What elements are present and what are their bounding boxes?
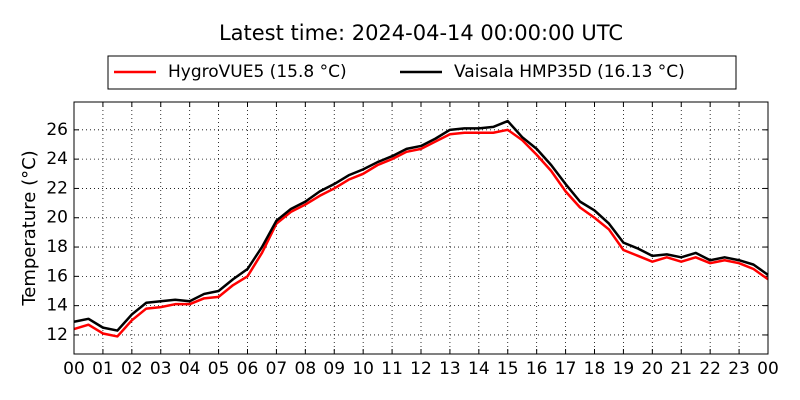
x-tick-label: 07	[266, 359, 288, 379]
x-tick-label: 12	[410, 359, 432, 379]
x-tick-label: 11	[381, 359, 403, 379]
x-tick-label: 16	[526, 359, 548, 379]
x-tick-label: 19	[613, 359, 635, 379]
x-tick-label: 04	[179, 359, 201, 379]
x-tick-label: 14	[468, 359, 490, 379]
x-tick-label: 06	[237, 359, 259, 379]
x-tick-label: 18	[584, 359, 606, 379]
x-tick-label: 13	[439, 359, 461, 379]
x-tick-label: 08	[295, 359, 317, 379]
y-tick-label: 16	[46, 266, 68, 286]
plot-frame	[73, 101, 769, 355]
legend-label: Vaisala HMP35D (16.13 °C)	[454, 62, 685, 82]
x-tick-label: 23	[728, 359, 750, 379]
x-tick-label: 17	[555, 359, 577, 379]
legend-label: HygroVUE5 (15.8 °C)	[168, 62, 347, 82]
x-tick-label: 00	[757, 359, 779, 379]
x-tick-label: 15	[497, 359, 519, 379]
x-tick-label: 02	[121, 359, 143, 379]
x-tick-label: 05	[208, 359, 230, 379]
x-tick-label: 21	[670, 359, 692, 379]
x-tick-label: 00	[63, 359, 85, 379]
y-tick-label: 20	[46, 208, 68, 228]
y-tick-label: 22	[46, 178, 68, 198]
line-series	[73, 119, 769, 332]
x-tick-label: 03	[150, 359, 172, 379]
line-series	[73, 128, 769, 338]
chart-title: Latest time: 2024-04-14 00:00:00 UTC	[219, 21, 623, 45]
y-tick-label: 12	[46, 325, 68, 345]
y-tick-label: 14	[46, 296, 68, 316]
x-tick-label: 20	[642, 359, 664, 379]
x-tick-label: 22	[699, 359, 721, 379]
y-axis-label: Temperature (°C)	[19, 150, 40, 306]
x-tick-label: 09	[323, 359, 345, 379]
x-tick-label: 10	[352, 359, 374, 379]
y-tick-label: 18	[46, 237, 68, 257]
y-tick-label: 24	[46, 149, 68, 169]
y-tick-label: 26	[46, 120, 68, 140]
x-tick-label: 01	[92, 359, 114, 379]
